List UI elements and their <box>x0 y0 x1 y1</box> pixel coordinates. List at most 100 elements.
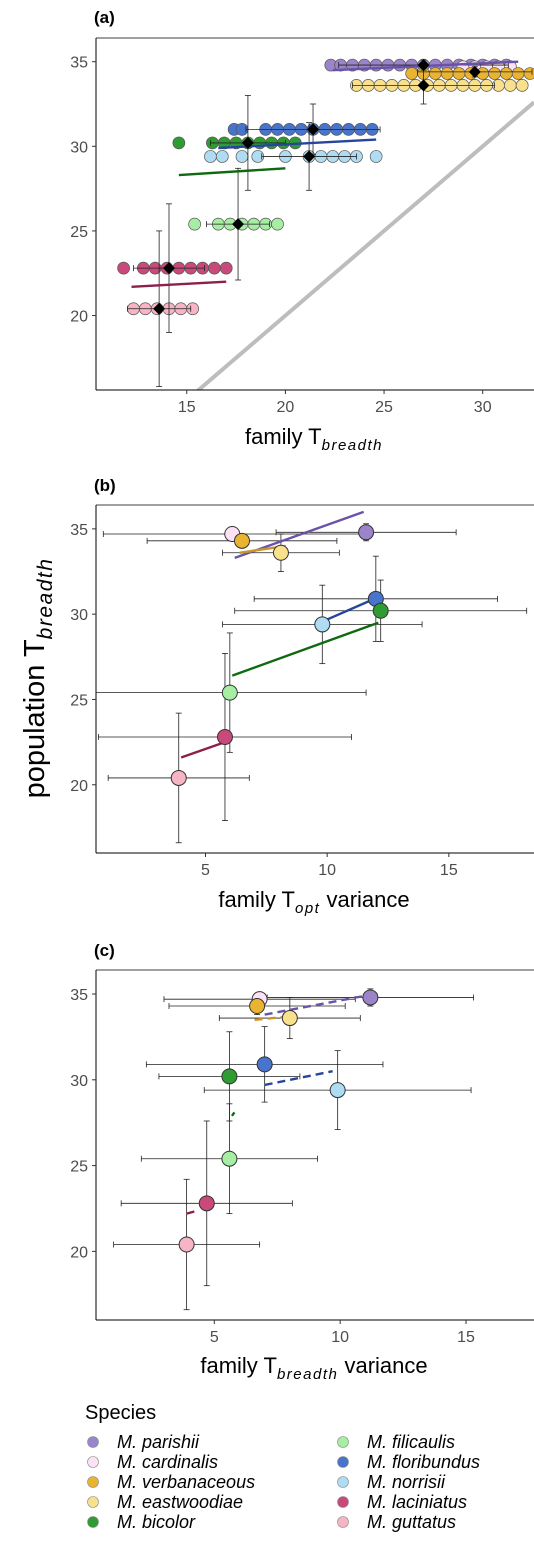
legend-item-m-bicolor: M. bicolor <box>87 1512 196 1532</box>
legend-item-m-eastwoodiae: M. eastwoodiae <box>87 1492 243 1512</box>
fit-line-m-bicolor <box>230 1111 236 1117</box>
family-point-m-bicolor <box>172 136 186 150</box>
family-point-m-verbanaceous <box>511 67 525 80</box>
legend-swatch <box>337 1496 349 1508</box>
x-tick-label: 20 <box>277 399 295 416</box>
panel-b-xlabel: family Topt variance <box>218 887 409 917</box>
panel-c-xlabel: family Tbreadth variance <box>200 1353 427 1383</box>
mean-point-m-bicolor <box>221 1068 238 1085</box>
family-point-m-verbanaceous <box>405 67 419 80</box>
x-tick-label: 25 <box>375 399 393 416</box>
mean-point-m-parishii <box>362 989 379 1006</box>
x-tick-label: 10 <box>331 1329 349 1346</box>
legend-item-m-cardinalis: M. cardinalis <box>87 1452 218 1472</box>
panel-c-marks <box>113 988 474 1311</box>
legend-label: M. eastwoodiae <box>117 1492 243 1512</box>
fit-line-m-laciniatus <box>180 740 226 759</box>
family-point-m-norrisii <box>369 150 383 163</box>
panel-a: (a) 15 20 25 30 20 25 30 35 family Tbreadth <box>70 8 534 454</box>
y-tick-label: 20 <box>70 309 88 326</box>
mean-point-m-eastwoodiae <box>281 1010 298 1027</box>
family-point-m-laciniatus <box>208 261 221 275</box>
fit-line-m-bicolor <box>231 621 379 677</box>
mean-point-m-laciniatus <box>216 729 233 745</box>
mean-point-m-eastwoodiae <box>417 79 430 92</box>
shared-ylabel-sub: breadth <box>34 558 57 640</box>
mean-point-m-guttatus <box>178 1236 195 1253</box>
y-tick-label: 25 <box>70 224 88 241</box>
legend-item-m-guttatus: M. guttatus <box>337 1512 456 1532</box>
mean-point-m-norrisii <box>314 616 331 633</box>
panel-b-label: (b) <box>94 476 116 495</box>
x-tick-label: 15 <box>457 1329 475 1346</box>
panel-a-xlabel: family Tbreadth <box>245 424 383 454</box>
mean-point-m-eastwoodiae <box>272 544 289 561</box>
mean-point-m-floribundus <box>307 123 320 136</box>
fit-line-m-floribundus <box>264 1070 333 1087</box>
panel-c-plot: 5 10 15 20 25 30 35 <box>70 969 534 1346</box>
legend-label: M. norrisii <box>367 1472 446 1492</box>
mean-point-m-verbanaceous <box>249 998 266 1015</box>
reference-line <box>195 100 534 390</box>
panel-a-marks <box>117 58 534 390</box>
panel-c-xlabel-suffix: variance <box>338 1353 427 1378</box>
fit-line-m-laciniatus <box>131 280 227 288</box>
shared-ylabel: population Tbreadth <box>19 558 57 799</box>
legend-swatch <box>87 1436 99 1448</box>
legend-swatch <box>87 1476 99 1488</box>
panel-c: (c) 5 10 15 20 25 30 35 family Tbreadth varian… <box>70 941 534 1383</box>
family-point-m-verbanaceous <box>452 67 466 80</box>
mean-point-m-guttatus <box>153 302 166 315</box>
y-tick-label: 30 <box>70 139 88 156</box>
panel-c-xlabel-sub: breadth <box>277 1366 338 1383</box>
x-tick-label: 15 <box>178 399 196 416</box>
legend-label: M. bicolor <box>117 1512 196 1532</box>
y-tick-label: 30 <box>70 607 88 624</box>
family-point-m-verbanaceous <box>523 67 534 80</box>
x-tick-label: 15 <box>440 862 458 879</box>
x-tick-label: 5 <box>201 862 210 879</box>
legend-label: M. parishii <box>117 1432 200 1452</box>
mean-point-m-parishii <box>417 59 430 72</box>
legend-item-m-verbanaceous: M. verbanaceous <box>87 1472 255 1492</box>
y-tick-label: 25 <box>70 692 88 709</box>
family-point-m-filicaulis <box>188 217 201 231</box>
fit-line-m-floribundus <box>218 138 377 150</box>
family-point-m-filicaulis <box>271 217 284 231</box>
legend-swatch <box>337 1456 349 1468</box>
mean-point-m-bicolor <box>372 602 389 619</box>
legend-swatch <box>87 1516 99 1528</box>
panel-a-plot: 15 20 25 30 20 25 30 35 <box>70 37 534 416</box>
x-tick-label: 30 <box>474 399 492 416</box>
legend-item-m-laciniatus: M. laciniatus <box>337 1492 467 1512</box>
family-point-m-eastwoodiae <box>503 79 517 92</box>
panel-c-xlabel-main: family T <box>200 1353 277 1378</box>
family-point-m-verbanaceous <box>488 67 501 80</box>
legend-swatch <box>337 1516 349 1528</box>
panel-b-marks <box>96 510 528 844</box>
panel-b-xlabel-main: family T <box>218 887 295 912</box>
shared-ylabel-main: population T <box>19 639 51 798</box>
legend-swatch <box>337 1436 349 1448</box>
y-tick-label: 35 <box>70 987 88 1004</box>
family-point-m-norrisii <box>235 150 249 163</box>
panel-a-xlabel-sub: breadth <box>322 437 383 454</box>
panel-b-xlabel-sub: opt <box>295 900 320 917</box>
y-tick-label: 20 <box>70 778 88 795</box>
mean-point-m-laciniatus <box>198 1195 215 1212</box>
mean-point-m-verbanaceous <box>234 532 250 549</box>
y-tick-label: 35 <box>70 55 88 72</box>
mean-point-m-filicaulis <box>232 218 245 231</box>
legend-item-m-parishii: M. parishii <box>87 1432 200 1452</box>
mean-point-m-bicolor <box>241 136 254 149</box>
legend-item-m-norrisii: M. norrisii <box>337 1472 446 1492</box>
mean-point-m-laciniatus <box>163 262 175 275</box>
legend-label: M. floribundus <box>367 1452 480 1472</box>
legend-label: M. filicaulis <box>367 1432 455 1452</box>
family-point-m-verbanaceous <box>429 67 442 80</box>
legend-label: M. verbanaceous <box>117 1472 255 1492</box>
legend-swatch <box>337 1476 349 1488</box>
family-point-m-norrisii <box>215 150 229 163</box>
